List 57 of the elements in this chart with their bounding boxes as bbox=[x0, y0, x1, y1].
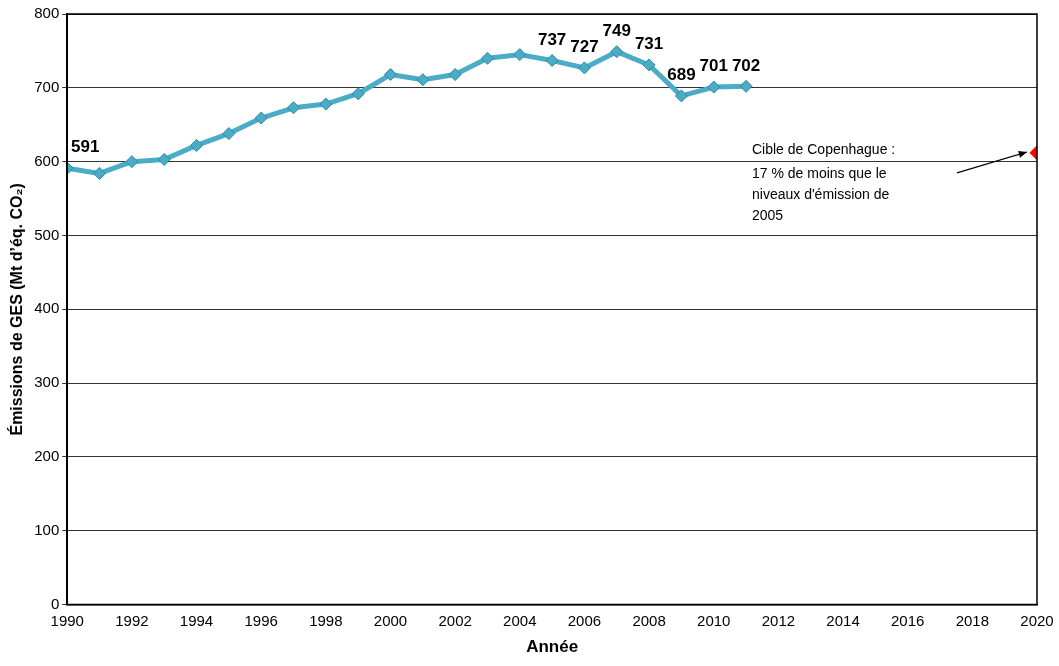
data-label: 731 bbox=[634, 34, 664, 54]
x-tick-label: 2016 bbox=[891, 611, 925, 629]
x-tick-label: 2010 bbox=[697, 611, 731, 629]
data-label: 591 bbox=[71, 137, 100, 157]
y-tick-label: 0 bbox=[50, 594, 60, 612]
x-tick-label: 1994 bbox=[179, 611, 214, 629]
point bbox=[416, 73, 430, 87]
point bbox=[707, 80, 721, 94]
data-label: 727 bbox=[570, 37, 599, 57]
point bbox=[513, 48, 527, 62]
point bbox=[287, 101, 301, 115]
point bbox=[610, 45, 624, 59]
point bbox=[351, 87, 365, 101]
y-tick-label: 400 bbox=[34, 299, 60, 317]
x-tick-label: 1996 bbox=[244, 611, 278, 629]
point bbox=[222, 127, 236, 141]
point bbox=[383, 68, 397, 82]
x-tick-label: 2006 bbox=[567, 611, 602, 629]
x-axis-title: Année bbox=[526, 637, 579, 657]
x-tick-label: 2014 bbox=[826, 611, 860, 629]
annotation: Cible de Copenhague : 17 % de moins que le niveaux d'émission de 2005 bbox=[752, 140, 896, 223]
x-tick-label: 2004 bbox=[503, 611, 537, 629]
point bbox=[157, 152, 171, 166]
y-axis-title: Émissions de GES (Mt d’éq. CO₂) bbox=[7, 183, 26, 436]
x-tick-label: 2002 bbox=[438, 611, 472, 629]
point bbox=[674, 89, 688, 103]
x-tick-label: 2018 bbox=[955, 611, 990, 629]
point bbox=[739, 79, 753, 93]
point bbox=[93, 166, 107, 180]
x-tick-label: 2012 bbox=[761, 611, 796, 629]
x-tick-label: 1992 bbox=[115, 611, 149, 629]
point bbox=[319, 97, 333, 111]
point bbox=[642, 58, 656, 72]
data-label: 701 bbox=[699, 56, 728, 76]
y-tick-label: 700 bbox=[34, 77, 60, 95]
x-tick-label: 2000 bbox=[373, 611, 408, 629]
x-tick-label: 2020 bbox=[1020, 611, 1054, 629]
point bbox=[254, 111, 268, 125]
y-tick-label: 100 bbox=[34, 520, 60, 538]
y-tick-label: 600 bbox=[34, 151, 60, 169]
point bbox=[545, 54, 559, 68]
point bbox=[577, 61, 591, 75]
y-tick-label: 800 bbox=[34, 4, 60, 22]
y-tick-label: 200 bbox=[34, 447, 60, 465]
point bbox=[190, 138, 204, 152]
data-label: 749 bbox=[602, 20, 631, 40]
y-tick-label: 300 bbox=[34, 373, 60, 391]
data-label: 737 bbox=[537, 29, 567, 49]
y-tick-label: 500 bbox=[34, 225, 60, 243]
x-tick-label: 2008 bbox=[632, 611, 666, 629]
point bbox=[125, 155, 139, 169]
data-label: 702 bbox=[731, 55, 761, 75]
x-tick-label: 1990 bbox=[50, 611, 84, 629]
point bbox=[480, 51, 494, 65]
point bbox=[448, 68, 462, 82]
data-label: 689 bbox=[667, 65, 696, 85]
x-tick-label: 1998 bbox=[309, 611, 343, 629]
